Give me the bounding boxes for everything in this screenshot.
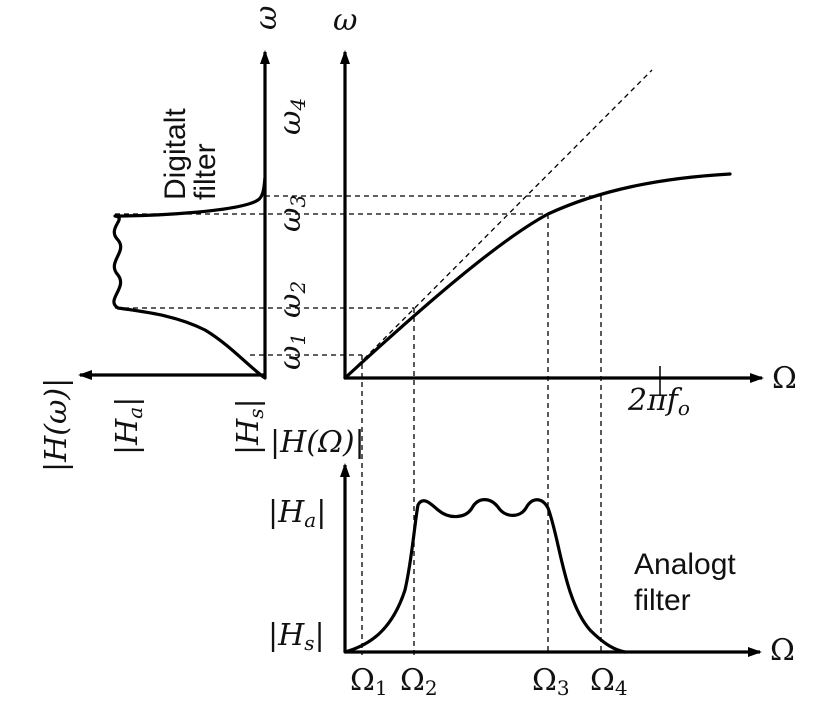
omega-tick-w1: ω1: [273, 333, 310, 370]
svg-text:ω2: ω2: [273, 281, 310, 318]
svg-text:ω1: ω1: [273, 333, 310, 370]
svg-text:|H(ω)|: |H(ω)|: [39, 378, 74, 472]
digital-omega-axis-label: ω: [249, 6, 284, 30]
analog-level-Hs: |Hs|: [268, 618, 325, 655]
analog-level-Ha: |Ha|: [268, 495, 326, 532]
omega-tick-w2: ω2: [273, 281, 310, 318]
omega-tick-w4: ω4: [273, 98, 310, 135]
analog-filter-caption-line2: filter: [634, 584, 691, 617]
Omega-tick-W3: Ω3: [532, 663, 570, 700]
digital-level-Ha: |Ha|: [110, 397, 147, 455]
asymptote-line: [344, 69, 653, 379]
svg-text:|Hs|: |Hs|: [231, 398, 268, 455]
analog-filter-response: [343, 498, 627, 654]
digital-filter-response: [112, 176, 267, 380]
analog-Omega-label: Ω: [770, 633, 795, 668]
svg-text:|Ha|: |Ha|: [110, 397, 147, 455]
Omega-tick-W1: Ω1: [350, 663, 388, 700]
mapping-y-label: ω: [333, 3, 357, 38]
Omega-tick-W4: Ω4: [590, 663, 628, 700]
svg-text:filter: filter: [189, 143, 222, 200]
svg-text:Digitalt: Digitalt: [159, 108, 192, 200]
Omega-tick-W2: Ω2: [400, 663, 438, 700]
svg-text:ω4: ω4: [273, 98, 310, 135]
digital-magnitude-label: |H(ω)|: [39, 378, 74, 472]
fo-tick-label: 2πfo: [627, 383, 690, 420]
analog-magnitude-label: |H(Ω)|: [270, 425, 365, 460]
mapping-x-label: Ω: [772, 361, 797, 396]
svg-text:ω: ω: [249, 6, 284, 30]
omega-tick-w3: ω3: [273, 195, 310, 232]
svg-text:ω3: ω3: [273, 195, 310, 232]
analog-filter-caption-line1: Analogt: [634, 548, 736, 581]
bilinear-mapping-curve: [343, 172, 732, 380]
digital-level-Hs: |Hs|: [231, 398, 268, 455]
digital-filter-caption: Digitalt filter: [159, 108, 222, 200]
